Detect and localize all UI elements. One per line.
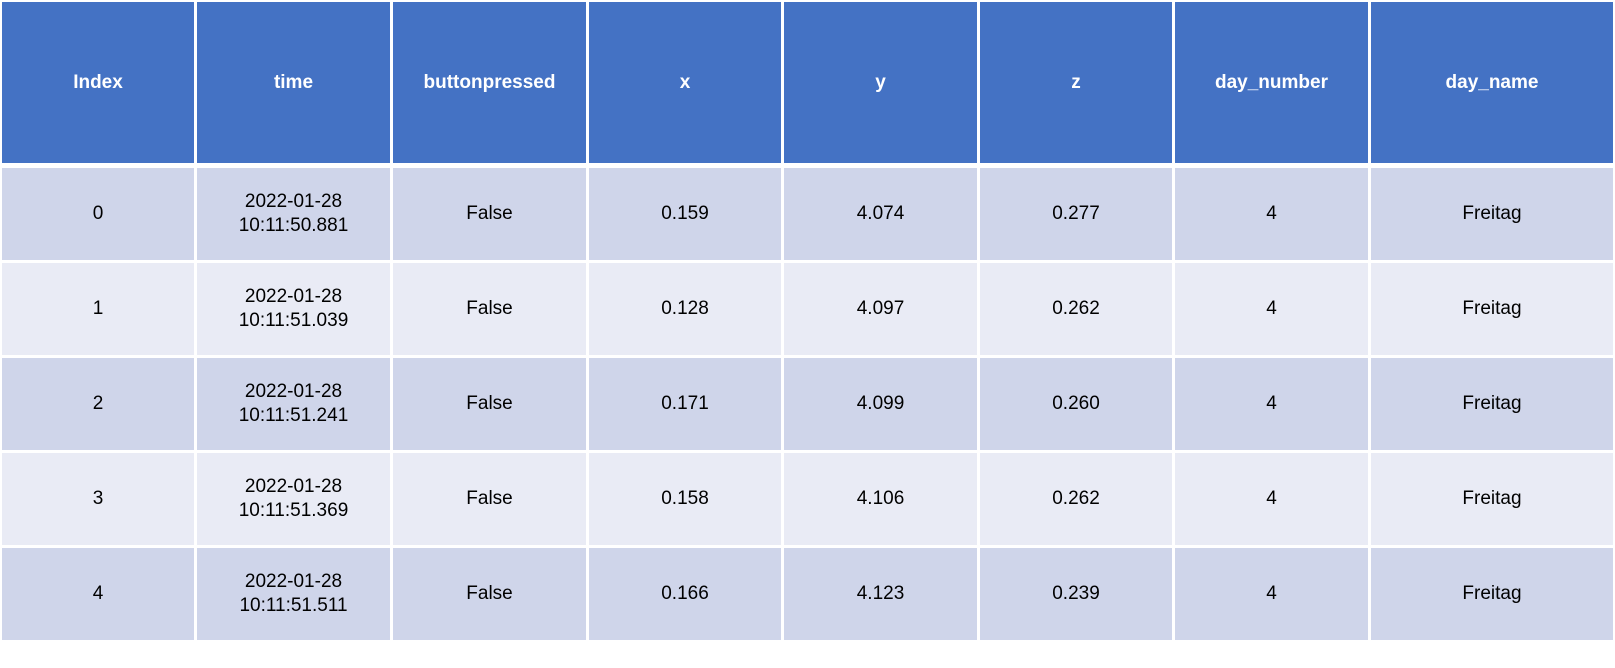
cell-index: 3: [2, 453, 197, 548]
cell-y: 4.106: [784, 453, 980, 548]
cell-index: 0: [2, 168, 197, 263]
cell-buttonpressed: False: [393, 453, 589, 548]
cell-index: 2: [2, 358, 197, 453]
cell-day-name: Freitag: [1371, 453, 1613, 548]
cell-time-date: 2022-01-28: [244, 286, 343, 307]
cell-y: 4.097: [784, 263, 980, 358]
cell-day-number: 4: [1175, 263, 1371, 358]
cell-day-number: 4: [1175, 358, 1371, 453]
header-index: Index: [2, 2, 197, 168]
cell-day-name: Freitag: [1371, 358, 1613, 453]
cell-time-date: 2022-01-28: [244, 476, 343, 497]
cell-buttonpressed: False: [393, 548, 589, 643]
cell-z: 0.239: [980, 548, 1175, 643]
data-table-container: Index time buttonpressed x y z day_numbe…: [2, 2, 1613, 643]
header-x: x: [589, 2, 784, 168]
cell-time: 2022-01-28 10:11:51.039: [197, 263, 393, 358]
cell-z: 0.260: [980, 358, 1175, 453]
cell-index: 4: [2, 548, 197, 643]
cell-y: 4.099: [784, 358, 980, 453]
table-row: 2 2022-01-28 10:11:51.241 False 0.171 4.…: [2, 358, 1613, 453]
cell-z: 0.262: [980, 453, 1175, 548]
cell-day-number: 4: [1175, 168, 1371, 263]
table-row: 4 2022-01-28 10:11:51.511 False 0.166 4.…: [2, 548, 1613, 643]
cell-time-clock: 10:11:51.039: [238, 310, 349, 331]
cell-x: 0.166: [589, 548, 784, 643]
table-row: 1 2022-01-28 10:11:51.039 False 0.128 4.…: [2, 263, 1613, 358]
cell-x: 0.128: [589, 263, 784, 358]
data-table: Index time buttonpressed x y z day_numbe…: [2, 2, 1613, 643]
cell-day-number: 4: [1175, 548, 1371, 643]
cell-x: 0.171: [589, 358, 784, 453]
cell-time: 2022-01-28 10:11:51.369: [197, 453, 393, 548]
cell-time-date: 2022-01-28: [244, 571, 343, 592]
cell-x: 0.158: [589, 453, 784, 548]
cell-y: 4.074: [784, 168, 980, 263]
header-z: z: [980, 2, 1175, 168]
cell-buttonpressed: False: [393, 358, 589, 453]
cell-time-clock: 10:11:51.241: [238, 405, 349, 426]
table-row: 3 2022-01-28 10:11:51.369 False 0.158 4.…: [2, 453, 1613, 548]
cell-buttonpressed: False: [393, 263, 589, 358]
header-buttonpressed: buttonpressed: [393, 2, 589, 168]
cell-day-name: Freitag: [1371, 548, 1613, 643]
cell-z: 0.262: [980, 263, 1175, 358]
cell-time-date: 2022-01-28: [244, 381, 343, 402]
cell-time-clock: 10:11:50.881: [238, 215, 349, 236]
cell-x: 0.159: [589, 168, 784, 263]
cell-time: 2022-01-28 10:11:51.241: [197, 358, 393, 453]
cell-y: 4.123: [784, 548, 980, 643]
header-y: y: [784, 2, 980, 168]
header-day-number: day_number: [1175, 2, 1371, 168]
cell-time-clock: 10:11:51.511: [239, 595, 348, 616]
cell-index: 1: [2, 263, 197, 358]
header-day-name: day_name: [1371, 2, 1613, 168]
table-header-row: Index time buttonpressed x y z day_numbe…: [2, 2, 1613, 168]
cell-day-name: Freitag: [1371, 168, 1613, 263]
cell-time: 2022-01-28 10:11:50.881: [197, 168, 393, 263]
cell-day-name: Freitag: [1371, 263, 1613, 358]
cell-time-clock: 10:11:51.369: [238, 500, 349, 521]
cell-z: 0.277: [980, 168, 1175, 263]
cell-day-number: 4: [1175, 453, 1371, 548]
header-time: time: [197, 2, 393, 168]
cell-time: 2022-01-28 10:11:51.511: [197, 548, 393, 643]
cell-buttonpressed: False: [393, 168, 589, 263]
cell-time-date: 2022-01-28: [244, 191, 343, 212]
table-row: 0 2022-01-28 10:11:50.881 False 0.159 4.…: [2, 168, 1613, 263]
